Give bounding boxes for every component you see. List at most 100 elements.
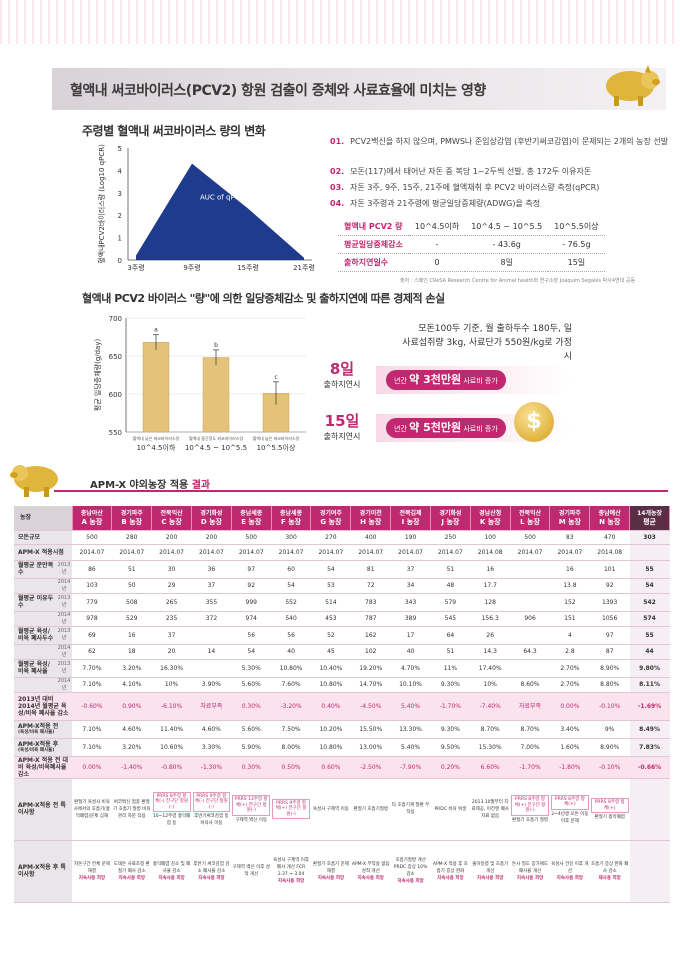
table-header-farm-label: 농장: [14, 506, 73, 531]
note-text: 2~4년생 모돈 이동 이후 문제: [551, 811, 589, 824]
table-cell: 40: [271, 644, 311, 660]
table-cell: 2014.07: [430, 544, 471, 561]
table-header-farm: 경기화성 J 농장: [430, 506, 471, 531]
table-cell: -4.50%: [350, 692, 391, 721]
table-cell: 2014.07: [549, 544, 590, 561]
chart2-bar-chart: 550 600 650 700 a 혈액내 낮은 써코바이러스량 10^4.5이하 b 혈액내 …: [93, 315, 306, 452]
table-cell: 9.30%: [430, 720, 471, 739]
x-tick-label: 21주령: [293, 264, 315, 272]
y-tick-label: 1: [118, 235, 122, 243]
x-tick-label: 9주령: [183, 264, 200, 272]
farm-id: K 농장: [479, 517, 501, 526]
table-cell: 3.20%: [111, 659, 152, 678]
farm-id: I 농장: [401, 517, 420, 526]
row-label: APM-X적용 전 특이사항: [14, 778, 73, 841]
note-4: 04. 자돈 3주령과 21주령에 평균일당증체량(ADWG)을 측정: [330, 199, 541, 208]
note-text: 육성사 건강 이후 개선: [551, 861, 589, 874]
farm-region: 전북익산: [160, 509, 183, 517]
table-cell: PRDC 비육 위생: [430, 778, 471, 841]
table-cell: 97: [589, 626, 630, 645]
table-cell: -1.70%: [430, 692, 471, 721]
table-cell: 자돈구간 전체 문제 해결 지속사용 희망: [72, 840, 112, 903]
table-cell: 906: [510, 611, 550, 627]
table-cell: PRRS 8주령 항체(+) 2~4년생 모돈 이동 이후 문제: [549, 778, 590, 841]
table-cell: -0.60%: [72, 692, 112, 721]
table-cell: 20: [151, 644, 192, 660]
farm-region: 경기화성: [200, 509, 223, 517]
table-cell: 육성사 구제역 이동: [310, 778, 351, 841]
row-label: APM-X적용 후 특이사항: [14, 840, 73, 903]
table-cell: 0.40%: [310, 692, 351, 721]
table-cell: 자료부족: [510, 692, 550, 721]
table-cell: 8.90%: [589, 738, 630, 757]
table-cell: -1.69%: [629, 692, 670, 721]
table-cell: 7.00%: [510, 738, 550, 757]
page-title: 혈액내 써코바이러스(PCV2) 항원 검출이 증체와 사료효율에 미치는 영향: [70, 83, 486, 99]
y-tick-label: 3: [118, 190, 122, 198]
action-text: 지속사용 희망: [118, 875, 145, 881]
row-year: 2014년: [56, 578, 73, 594]
row-label: [14, 644, 56, 660]
y-tick-label: 2: [118, 212, 122, 220]
x-tick-label: 15주령: [237, 264, 259, 272]
table-cell: 9.80%: [629, 659, 670, 678]
table-header-farm: 경기파주 B 농장: [111, 506, 153, 531]
row-label: 월평균 이유두수: [14, 593, 56, 612]
row-sub-label: (육성/비육 폐사율): [18, 747, 55, 753]
farm-id: C 농장: [161, 517, 182, 526]
top-decor-stripe: [0, 0, 680, 44]
y-tick-label: 700: [109, 315, 122, 323]
table-cell: 56: [231, 626, 272, 645]
table-cell: 62: [72, 644, 112, 660]
table-header-farm: 경기이천 H 농장: [350, 506, 392, 531]
table-cell: 190: [390, 530, 431, 545]
table-cell: APM-X 적용 후 호흡기 증상 완화 지속사용 희망: [430, 840, 471, 903]
row-label-text: APM-X적용 전: [18, 722, 59, 730]
table-cell: 17.7: [470, 578, 511, 594]
table-cell: 54: [231, 644, 272, 660]
note-text: 육성사 구제역 이동: [312, 806, 349, 812]
table-cell: 7.50%: [271, 720, 311, 739]
note-text: 구제역 백신 이후 성적 개선: [232, 865, 270, 877]
table-cell: 10.80%: [310, 738, 351, 757]
table-row: APM-X적용 전 (육성/비육 폐사율) 7.10% 4.60% 11.40% 4.60…: [14, 720, 670, 739]
table-cell: 81: [350, 560, 391, 579]
table-row: 2013년 대비 2014년 월평균 육성/비육 폐사율 감소 -0.60% 0.9…: [14, 692, 670, 721]
table-cell: -1.70%: [510, 756, 550, 779]
prrs-status-box: PRRS 8주령 항체(+): [590, 798, 629, 813]
apm-section-header: APM-X 야외농장 적용 결과: [54, 470, 668, 492]
table-cell: PRRS 13주령 항체(+) 전구단 항원(-) 구제역 백신 이동: [231, 778, 272, 841]
table-cell: 235: [151, 611, 192, 627]
table-cell: [629, 840, 670, 903]
significance-letter: c: [274, 374, 277, 381]
table-cell: 83: [549, 530, 590, 545]
pcv-row: 출하지연일수 0 8일 15일: [338, 253, 605, 272]
table-cell: 545: [430, 611, 471, 627]
table-cell: -1.80%: [549, 756, 590, 779]
table-cell: 11.40%: [151, 720, 192, 739]
table-cell: 6.60%: [470, 756, 511, 779]
table-cell: 2014.08: [470, 544, 511, 561]
table-cell: 500: [72, 530, 112, 545]
table-cell: 17.40%: [470, 659, 511, 678]
table-cell: 8.60%: [510, 677, 550, 693]
note-text: PRDC 비육 위생: [434, 806, 467, 812]
x-tick-sublabel: 혈액내 낮은 써코바이러스량: [133, 435, 180, 441]
table-cell: 17: [390, 626, 431, 645]
table-cell: 15.30%: [470, 738, 511, 757]
table-cell: 54: [271, 578, 311, 594]
table-cell: 10.80%: [310, 677, 351, 693]
prrs-status-box: PRRS 13주령 항체(+) 전구단 항원(-): [232, 795, 271, 816]
table-cell: 250: [430, 530, 471, 545]
chart1-title: 주령별 혈액내 써코바이러스 량의 변화: [82, 124, 266, 138]
table-cell: 303: [629, 530, 670, 545]
table-cell: 552: [271, 593, 311, 612]
prrs-status-box: PRRS 8주령 항체(+) 전구단 항원(-): [511, 795, 549, 816]
table-cell: 355: [191, 593, 232, 612]
table-cell: 흉막폐렴 감소 및 폐사율 감소 지속사용 희망: [151, 840, 192, 903]
table-cell: 10.80%: [271, 659, 311, 678]
table-cell: 8.70%: [470, 720, 511, 739]
table-header-farm: 경기여주 G 농장: [310, 506, 352, 531]
action-text: 지속사용 희망: [477, 875, 504, 881]
table-cell: 40: [390, 644, 431, 660]
